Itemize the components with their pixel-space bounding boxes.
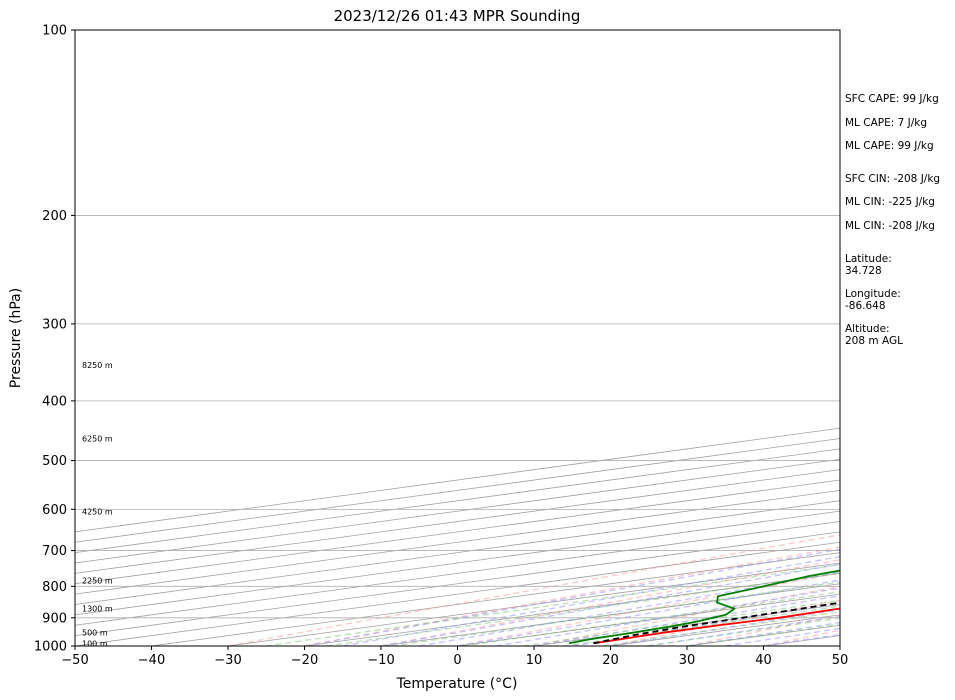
parcel-trace (593, 601, 840, 645)
isotherm-line (75, 510, 840, 616)
y-tick-label: 900 (42, 611, 67, 626)
isotherm-line (75, 500, 840, 605)
moist-adiabat (495, 587, 840, 646)
x-tick-label: −20 (291, 653, 318, 668)
moist-adiabat (304, 548, 840, 646)
ml-cape-text-2: ML CAPE: 99 J/kg (845, 140, 934, 152)
x-tick-label: −50 (61, 653, 88, 668)
ml-cape-text: ML CAPE: 7 J/kg (845, 117, 928, 129)
x-axis-ticks: −50 −40 −30 −20 −10 0 10 20 30 40 50 (61, 646, 848, 668)
isotherm-line (75, 458, 840, 564)
x-tick-label: 0 (453, 653, 461, 668)
height-label: 100 m (82, 639, 108, 648)
mixing-ratio-line (688, 623, 840, 646)
plot-frame (74, 29, 841, 647)
y-tick-label: 200 (42, 209, 67, 224)
mixing-ratio-line (462, 591, 840, 646)
x-tick-label: 50 (832, 653, 849, 668)
sounding-traces (568, 569, 840, 645)
sfc-cape-text: SFC CAPE: 99 J/kg (845, 93, 939, 105)
y-tick-label: 600 (42, 503, 67, 518)
latitude-text: Latitude: 34.728 (845, 253, 892, 277)
height-label: 1300 m (82, 605, 113, 614)
y-tick-label: 800 (42, 580, 67, 595)
y-axis-label: Pressure (hPa) (8, 288, 24, 388)
y-tick-label: 400 (42, 394, 67, 409)
dry-adiabat (380, 559, 840, 646)
x-tick-label: −40 (138, 653, 165, 668)
moist-adiabat (419, 571, 840, 646)
y-axis-ticks: 100 200 300 400 500 600 700 800 900 1000 (34, 24, 75, 655)
isotherm-line (151, 552, 840, 646)
y-tick-label: 1000 (34, 640, 67, 655)
y-tick-label: 500 (42, 454, 67, 469)
y-tick-label: 100 (42, 24, 67, 39)
height-label: 500 m (82, 628, 108, 637)
isotherm-line (75, 531, 840, 637)
mixing-ratio-line (326, 572, 840, 646)
x-axis-label: Temperature (°C) (396, 676, 518, 692)
ml-cin-text: ML CIN: -225 J/kg (845, 196, 935, 208)
isotherm-line (75, 489, 840, 595)
chart-title: 2023/12/26 01:43 MPR Sounding (334, 7, 581, 25)
height-label: 8250 m (82, 361, 113, 370)
height-labels: 8250 m 6250 m 4250 m 2250 m 1300 m 500 m 100 m (82, 361, 113, 648)
x-tick-label: 40 (755, 653, 772, 668)
temperature-trace (593, 607, 840, 645)
altitude-text: Altitude: 208 m AGL (845, 323, 903, 347)
x-tick-label: 20 (602, 653, 619, 668)
dewpoint-trace (568, 569, 840, 645)
isotherm-line (75, 479, 840, 585)
dry-adiabat (610, 599, 840, 646)
pressure-gridlines (75, 215, 840, 619)
height-label: 4250 m (82, 508, 113, 517)
isotherm-line (75, 448, 840, 554)
isotherm-line (75, 521, 840, 626)
reference-lines (75, 427, 840, 646)
isotherm-line (75, 541, 840, 646)
x-tick-label: 30 (679, 653, 696, 668)
y-tick-label: 700 (42, 544, 67, 559)
x-tick-label: −30 (214, 653, 241, 668)
y-tick-label: 300 (42, 317, 67, 332)
x-tick-label: −10 (367, 653, 394, 668)
sfc-cin-text: SFC CIN: -208 J/kg (845, 173, 941, 185)
height-label: 2250 m (82, 577, 113, 586)
ml-cin-text-2: ML CIN: -208 J/kg (845, 220, 935, 232)
x-tick-label: 10 (526, 653, 543, 668)
dry-adiabat (227, 534, 840, 646)
longitude-text: Longitude: -86.648 (845, 288, 901, 312)
height-label: 6250 m (82, 434, 113, 443)
isotherm-line (75, 469, 840, 574)
